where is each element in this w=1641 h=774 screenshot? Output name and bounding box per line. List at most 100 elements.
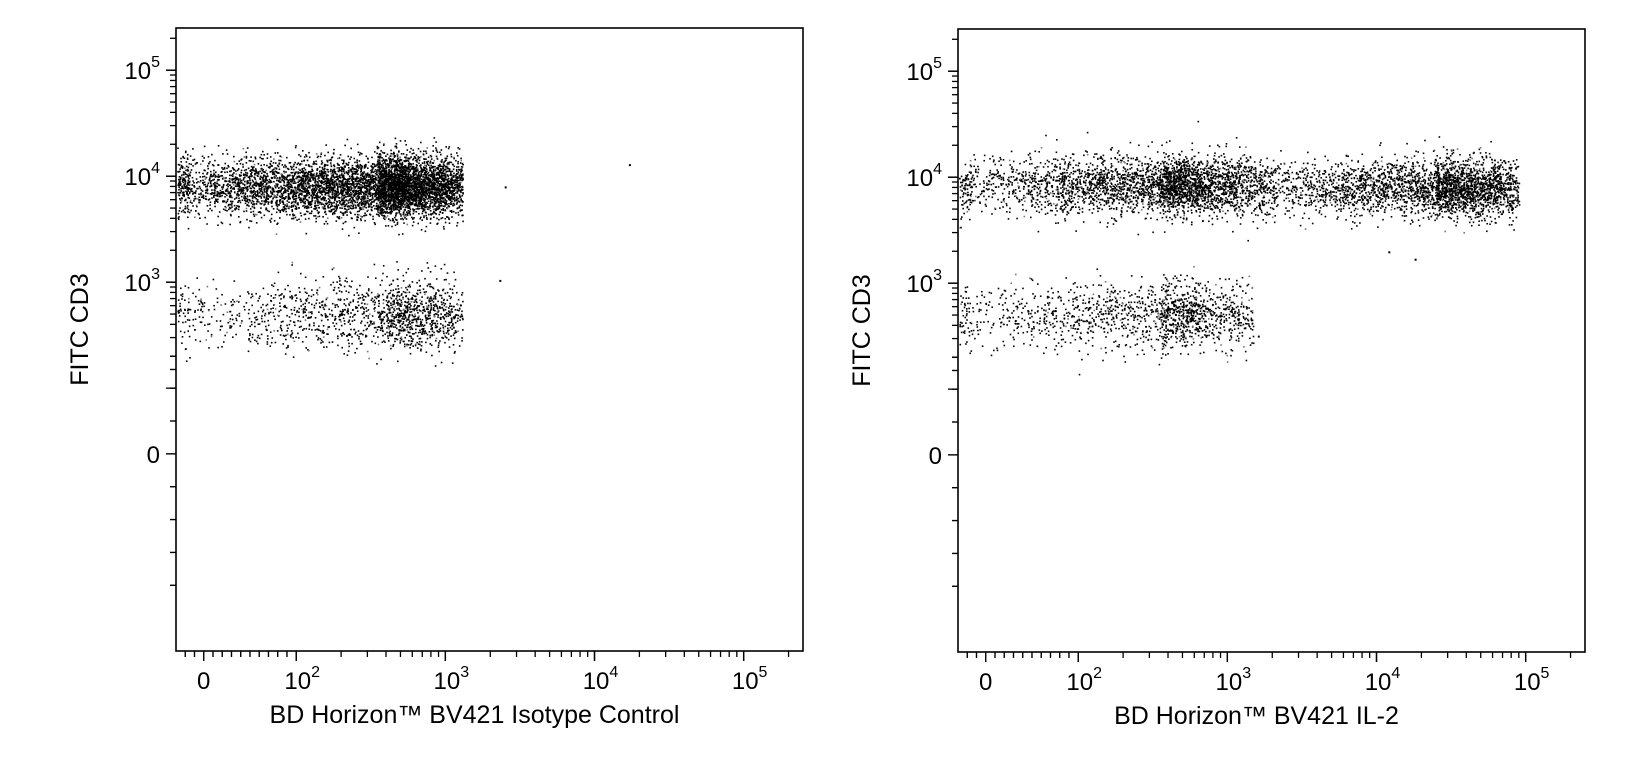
event-dot	[261, 202, 264, 205]
event-dot	[357, 165, 359, 168]
event-dot	[286, 188, 289, 191]
event-dot	[184, 186, 187, 188]
event-dot	[425, 167, 427, 169]
event-dot	[346, 211, 348, 213]
event-dot	[378, 182, 381, 185]
event-dot	[306, 179, 308, 181]
event-dot	[338, 197, 341, 199]
event-dot	[182, 193, 185, 195]
event-dot	[303, 167, 306, 169]
event-dot	[193, 198, 196, 200]
event-dot	[306, 193, 308, 195]
event-dot	[341, 173, 343, 175]
event-dot	[384, 201, 387, 203]
event-dot	[389, 212, 392, 215]
event-dot	[327, 207, 329, 209]
event-dot	[178, 178, 180, 181]
event-dot	[331, 182, 333, 185]
event-dot	[370, 194, 372, 197]
event-dot	[456, 222, 459, 224]
event-dot	[365, 185, 368, 188]
event-dot	[238, 174, 241, 176]
event-dot	[255, 198, 258, 200]
event-dot	[446, 216, 449, 218]
event-dot	[337, 217, 340, 219]
event-dot	[309, 165, 311, 168]
event-dot	[334, 194, 336, 196]
event-dot	[442, 165, 445, 168]
event-dot	[394, 174, 397, 177]
event-dot	[409, 191, 411, 194]
event-dot	[345, 193, 347, 195]
event-dot	[333, 165, 336, 168]
event-dot	[394, 193, 397, 195]
event-dot	[308, 183, 311, 186]
event-dot	[423, 192, 425, 195]
event-dot	[418, 213, 420, 215]
event-dot	[254, 213, 257, 216]
event-dot	[395, 145, 398, 148]
event-dot	[365, 214, 368, 216]
event-dot	[252, 213, 255, 216]
event-dot	[385, 225, 387, 227]
event-dot	[406, 193, 408, 195]
event-dot	[375, 191, 377, 193]
event-dot	[462, 201, 464, 203]
event-dot	[371, 181, 373, 183]
event-dot	[443, 177, 446, 180]
event-dot	[452, 168, 455, 171]
event-dot	[217, 215, 219, 218]
event-dot	[183, 211, 185, 213]
event-dot	[410, 175, 412, 178]
event-dot	[418, 184, 421, 187]
event-dot	[260, 193, 263, 196]
event-dot	[232, 167, 235, 170]
event-dot	[461, 209, 463, 211]
event-dot	[266, 186, 268, 188]
event-dot	[235, 197, 238, 199]
event-dot	[313, 193, 316, 196]
event-dot	[235, 207, 238, 210]
event-dot	[429, 167, 431, 170]
event-dot	[453, 184, 456, 186]
event-dot	[299, 192, 301, 195]
event-dot	[359, 152, 362, 154]
event-dot	[443, 161, 445, 163]
event-dot	[375, 189, 378, 191]
event-dot	[313, 184, 315, 187]
event-dot	[252, 184, 254, 186]
event-dot	[402, 201, 405, 204]
event-dot	[237, 178, 240, 180]
event-dot	[461, 200, 463, 202]
event-dot	[417, 189, 420, 191]
event-dot	[406, 195, 409, 197]
event-dot	[195, 204, 198, 207]
event-dot	[448, 222, 451, 224]
event-dot	[333, 210, 336, 213]
event-dot	[387, 172, 390, 175]
event-dot	[253, 215, 256, 217]
event-dot	[255, 222, 258, 224]
event-dot	[361, 173, 363, 176]
event-dot	[182, 166, 184, 168]
event-dot	[396, 205, 399, 208]
event-dot	[308, 156, 311, 159]
event-dot	[243, 187, 245, 189]
event-dot	[371, 156, 373, 159]
event-dot	[282, 210, 285, 213]
event-dot	[300, 178, 303, 180]
event-dot	[339, 174, 341, 176]
event-dot	[375, 184, 378, 187]
event-dot	[251, 205, 254, 208]
event-dot	[344, 181, 347, 183]
event-dot	[249, 208, 252, 210]
event-dot	[257, 163, 260, 165]
event-dot	[330, 187, 333, 190]
event-dot	[448, 163, 450, 165]
event-dot	[278, 199, 281, 202]
event-dot	[442, 205, 445, 207]
event-dot	[426, 208, 429, 210]
event-dot	[210, 193, 213, 196]
event-dot	[399, 140, 402, 142]
event-dot	[348, 180, 351, 183]
